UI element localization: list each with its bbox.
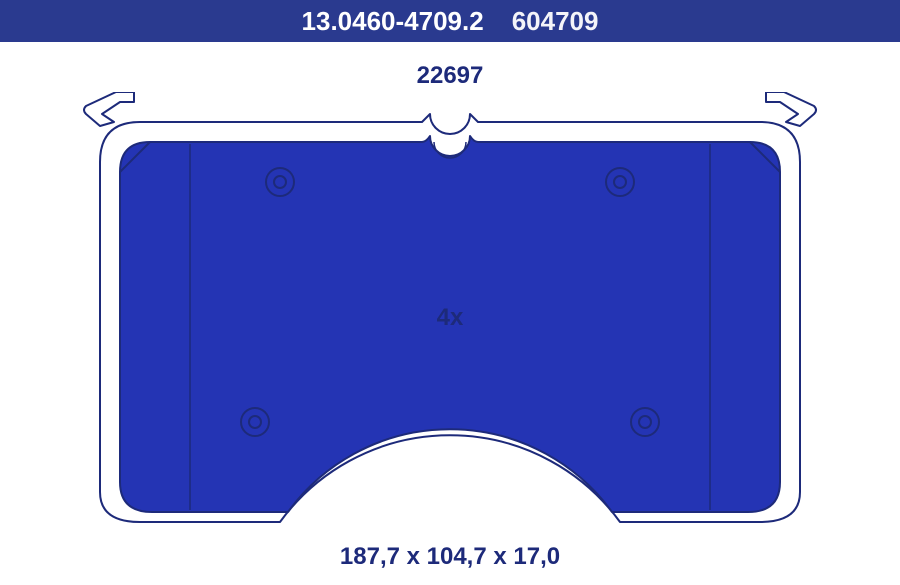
quantity-label: 4x (437, 304, 464, 332)
dimensions-label: 187,7 x 104,7 x 17,0 (340, 543, 560, 571)
diagram-area: 22697 4x 187,7 x 104,7 x 17,0 (0, 42, 900, 585)
wva-number-label: 22697 (417, 62, 484, 90)
part-number: 13.0460-4709.2 (302, 6, 484, 37)
short-code: 604709 (512, 6, 599, 37)
title-bar: 13.0460-4709.2 604709 (0, 0, 900, 42)
